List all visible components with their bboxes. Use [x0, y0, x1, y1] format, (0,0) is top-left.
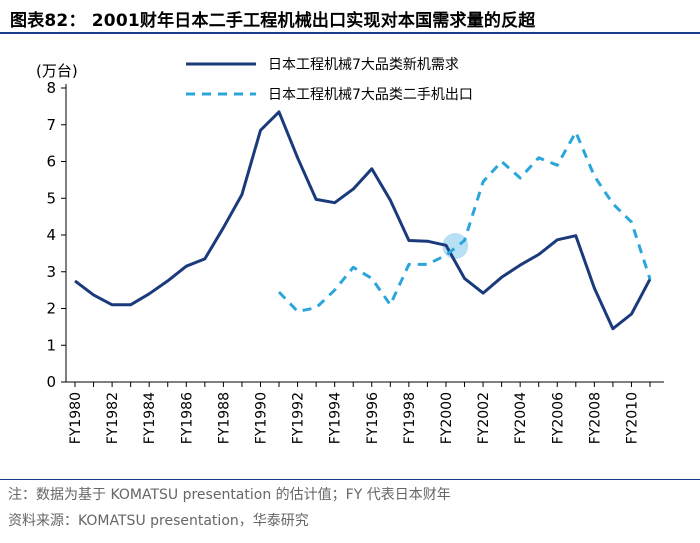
legend-label-used: 日本工程机械7大品类二手机出口	[268, 87, 473, 103]
x-tick-label: FY1980	[68, 392, 84, 444]
y-tick-label: 2	[46, 300, 56, 318]
x-tick-label: FY2002	[476, 392, 492, 444]
y-tick-label: 7	[46, 116, 56, 134]
legend: 日本工程机械7大品类新机需求 日本工程机械7大品类二手机出口	[186, 57, 473, 103]
x-tick-label: FY2006	[550, 392, 566, 444]
y-tick-label: 5	[46, 189, 56, 207]
x-tick-label: FY2004	[513, 392, 529, 444]
series-line-used-export	[277, 130, 652, 313]
x-tick-label: FY2010	[624, 392, 640, 444]
y-tick-label: 3	[46, 263, 56, 281]
y-tick-label: 0	[46, 373, 56, 391]
x-tick-label: FY1988	[216, 392, 232, 444]
x-tick-label: FY1996	[365, 392, 381, 444]
y-tick-label: 1	[46, 336, 56, 354]
chart-title: 图表82： 2001财年日本二手工程机械出口实现对本国需求量的反超	[10, 11, 536, 31]
x-tick-label: FY1984	[142, 392, 158, 444]
x-tick-label: FY1994	[328, 392, 344, 444]
y-tick-label: 6	[46, 153, 56, 171]
x-tick-label: FY1982	[105, 392, 121, 444]
x-tick-label: FY2000	[439, 392, 455, 444]
footnote: 注：数据为基于 KOMATSU presentation 的估计值；FY 代表日…	[8, 487, 451, 503]
line-chart: 0 1 2 3 4 5 6 7 8 FY1980 FY1982 FY1984 FY1986 FY1988 F…	[36, 57, 664, 444]
footer-rule	[0, 479, 700, 480]
y-tick-label: 8	[46, 79, 56, 97]
y-axis-unit-label: (万台)	[36, 62, 78, 80]
x-tick-label: FY2008	[587, 392, 603, 444]
series-line-new-demand	[74, 110, 652, 331]
x-tick-label: FY1992	[291, 392, 307, 444]
x-tick-label: FY1986	[179, 392, 195, 444]
x-tick-label: FY1990	[253, 392, 269, 444]
title-rule	[0, 32, 700, 34]
x-tick-label: FY1998	[402, 392, 418, 444]
source-note: 资料来源：KOMATSU presentation，华泰研究	[8, 513, 309, 529]
y-tick-label: 4	[46, 226, 56, 244]
legend-label-new: 日本工程机械7大品类新机需求	[268, 57, 459, 73]
